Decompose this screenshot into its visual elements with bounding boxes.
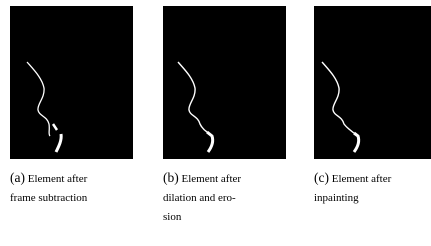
image-a bbox=[10, 6, 133, 159]
image-c bbox=[314, 6, 431, 159]
figure: {"subfigures": [ {"label": "(a)", "lines… bbox=[0, 0, 431, 246]
caption-text: dilation and ero- bbox=[163, 192, 236, 204]
subfigure-b bbox=[163, 6, 286, 159]
caption-line: (c) Element after bbox=[314, 168, 431, 189]
caption: (c) Element after inpainting bbox=[314, 168, 431, 208]
caption: (b) Element after dilation and ero-sion bbox=[163, 168, 286, 227]
caption-label: (a) bbox=[10, 170, 25, 185]
caption-line: dilation and ero- bbox=[163, 189, 286, 208]
caption-text: Element after bbox=[332, 173, 392, 185]
caption-text: Element after bbox=[182, 173, 242, 185]
caption-line: inpainting bbox=[314, 189, 431, 208]
caption-line: (b) Element after bbox=[163, 168, 286, 189]
subfigure-c bbox=[314, 6, 431, 159]
image-b bbox=[163, 6, 286, 159]
caption-line: (a) Element after bbox=[10, 168, 133, 189]
caption-line: sion bbox=[163, 208, 286, 227]
caption-label: (b) bbox=[163, 170, 179, 185]
caption-text: inpainting bbox=[314, 192, 359, 204]
caption-label: (c) bbox=[314, 170, 329, 185]
caption-text: Element after bbox=[28, 173, 88, 185]
subfigure-a bbox=[10, 6, 133, 159]
caption: (a) Element after frame subtraction bbox=[10, 168, 133, 208]
caption-text: sion bbox=[163, 211, 181, 223]
caption-line: frame subtraction bbox=[10, 189, 133, 208]
caption-text: frame subtraction bbox=[10, 192, 87, 204]
